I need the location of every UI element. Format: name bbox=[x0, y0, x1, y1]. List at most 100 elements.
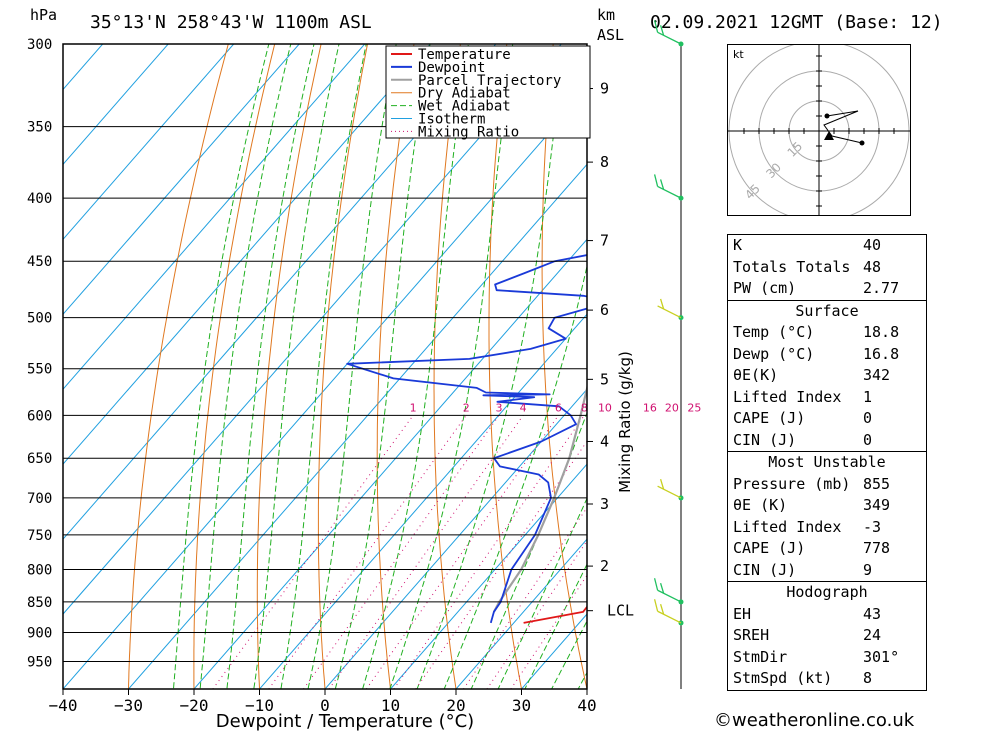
mixing-ratio-label: 16 bbox=[643, 401, 657, 414]
dewpoint-profile bbox=[346, 254, 587, 624]
legend-entry: Isotherm bbox=[418, 112, 485, 128]
pressure-tick-label: 800 bbox=[27, 562, 52, 578]
surface-rows: Temp (°C) 18.8 Dewp (°C) 16.8 θE(K) 342 Lifted… bbox=[728, 322, 926, 451]
dry-adiabat-line bbox=[317, 44, 369, 689]
hodograph-rows: EH 43 SREH 24 StmDir 301° StmSpd (kt) 8 bbox=[728, 604, 926, 690]
wind-barb-flag bbox=[659, 604, 665, 615]
mixing-ratio-line bbox=[328, 415, 524, 689]
isotherm-line bbox=[258, 313, 587, 689]
legend-entry: Wet Adiabat bbox=[418, 99, 511, 115]
surface-row: Dewp (°C) 16.8 bbox=[728, 344, 926, 366]
km-tick-label: 8 bbox=[600, 153, 609, 171]
surface-value: 1 bbox=[863, 387, 873, 406]
isotherm-line bbox=[63, 44, 235, 241]
hodograph-label: StmDir bbox=[733, 647, 788, 666]
isotherm-line bbox=[63, 44, 300, 316]
mixing-ratio-line bbox=[415, 440, 587, 689]
k-index-row: K 40 bbox=[728, 235, 926, 257]
pressure-tick-label: 400 bbox=[27, 191, 52, 207]
wet-adiabat-line bbox=[362, 44, 469, 689]
dry-adiabat-line bbox=[541, 44, 587, 689]
dry-adiabat-line bbox=[644, 7, 726, 715]
surface-row: Lifted Index 1 bbox=[728, 387, 926, 409]
x-tick-label: −30 bbox=[114, 696, 143, 715]
most-unstable-rows: Pressure (mb) 855 θE (K) 349 Lifted Index -3 C… bbox=[728, 474, 926, 582]
surface-label: Temp (°C) bbox=[733, 323, 815, 341]
mixing-ratio-label: 1 bbox=[410, 401, 417, 414]
most-unstable-value: 855 bbox=[863, 474, 891, 493]
hodograph-value: 301° bbox=[863, 647, 900, 666]
surface-value: 0 bbox=[863, 430, 873, 449]
surface-value: 0 bbox=[863, 409, 873, 427]
isotherm-line bbox=[193, 238, 587, 689]
mixing-ratio-label: 20 bbox=[665, 401, 679, 414]
hodograph-point bbox=[824, 113, 830, 119]
k-index-label: K bbox=[733, 236, 743, 254]
asl-unit-label: ASL bbox=[597, 26, 625, 44]
wet-adiabat-line bbox=[389, 44, 514, 689]
pw-value: 2.77 bbox=[863, 279, 900, 297]
mixing-ratio-label: 2 bbox=[463, 401, 470, 414]
wet-adiabat-line bbox=[226, 44, 315, 689]
most-unstable-row: CAPE (J) 778 bbox=[728, 538, 926, 560]
dry-adiabat-line bbox=[256, 44, 322, 689]
most-unstable-value: -3 bbox=[863, 517, 882, 536]
mixing-ratio-label: 4 bbox=[520, 401, 527, 414]
wet-adiabat-line bbox=[307, 44, 397, 689]
mixing-ratio-label: 6 bbox=[555, 401, 562, 414]
isotherm-line bbox=[63, 44, 431, 465]
pressure-tick-label: 500 bbox=[27, 311, 52, 327]
wet-adiabat-line bbox=[443, 263, 587, 689]
km-tick-label: 3 bbox=[600, 495, 609, 513]
pressure-tick-label: 450 bbox=[27, 254, 52, 270]
x-tick-label: 20 bbox=[446, 696, 465, 715]
km-tick-label: 4 bbox=[600, 432, 609, 450]
most-unstable-value: 9 bbox=[863, 560, 873, 579]
pw-row: PW (cm) 2.77 bbox=[728, 278, 926, 300]
plot-frame bbox=[62, 43, 588, 690]
dry-adiabat-line bbox=[967, 7, 1000, 715]
surface-label: CAPE (J) bbox=[733, 409, 806, 427]
hodograph-value: 43 bbox=[863, 604, 882, 623]
pressure-tick-label: 950 bbox=[27, 655, 52, 671]
surface-value: 342 bbox=[863, 366, 891, 384]
hodograph-row: StmSpd (kt) 8 bbox=[728, 668, 926, 690]
wind-barb-shaft bbox=[657, 589, 682, 603]
mixing-ratio-line bbox=[486, 540, 587, 689]
isotherm-line bbox=[63, 44, 366, 390]
dry-adiabat-line bbox=[921, 7, 1000, 715]
pressure-tick-label: 650 bbox=[27, 451, 52, 467]
most-unstable-label: CAPE (J) bbox=[733, 539, 806, 557]
x-tick-label: 30 bbox=[512, 696, 531, 715]
x-tick-label: 0 bbox=[320, 696, 330, 715]
surface-label: CIN (J) bbox=[733, 430, 797, 449]
x-axis-label: Dewpoint / Temperature (°C) bbox=[216, 711, 474, 732]
mixing-ratio-label: 3 bbox=[496, 401, 503, 414]
mixing-ratio-line bbox=[365, 415, 559, 689]
wind-barb-flag bbox=[653, 174, 659, 187]
isotherm-line bbox=[389, 463, 587, 689]
hodograph-row: SREH 24 bbox=[728, 625, 926, 647]
x-tick-label: −20 bbox=[180, 696, 209, 715]
wet-adiabat-line bbox=[497, 497, 587, 689]
most-unstable-label: CIN (J) bbox=[733, 560, 797, 579]
km-tick-label: 5 bbox=[600, 370, 609, 388]
hodograph-point bbox=[859, 140, 865, 146]
most-unstable-label: Lifted Index bbox=[733, 517, 842, 536]
x-tick-label: −10 bbox=[245, 696, 274, 715]
km-tick-label: 9 bbox=[600, 80, 609, 98]
legend-box bbox=[385, 45, 591, 139]
totals-value: 48 bbox=[863, 257, 882, 276]
hodograph-row: EH 43 bbox=[728, 604, 926, 626]
wind-barb-flag bbox=[659, 298, 665, 310]
most-unstable-row: Pressure (mb) 855 bbox=[728, 474, 926, 496]
x-tick-label: −40 bbox=[49, 696, 78, 715]
surface-label: Lifted Index bbox=[733, 387, 842, 406]
legend-entry: Parcel Trajectory bbox=[418, 73, 561, 89]
surface-title: Surface bbox=[728, 299, 926, 323]
surface-label: θE(K) bbox=[733, 366, 779, 384]
hodograph-value: 8 bbox=[863, 669, 873, 687]
surface-row: CAPE (J) 0 bbox=[728, 408, 926, 430]
mixing-ratio-axis-label: Mixing Ratio (g/kg) bbox=[616, 351, 634, 493]
